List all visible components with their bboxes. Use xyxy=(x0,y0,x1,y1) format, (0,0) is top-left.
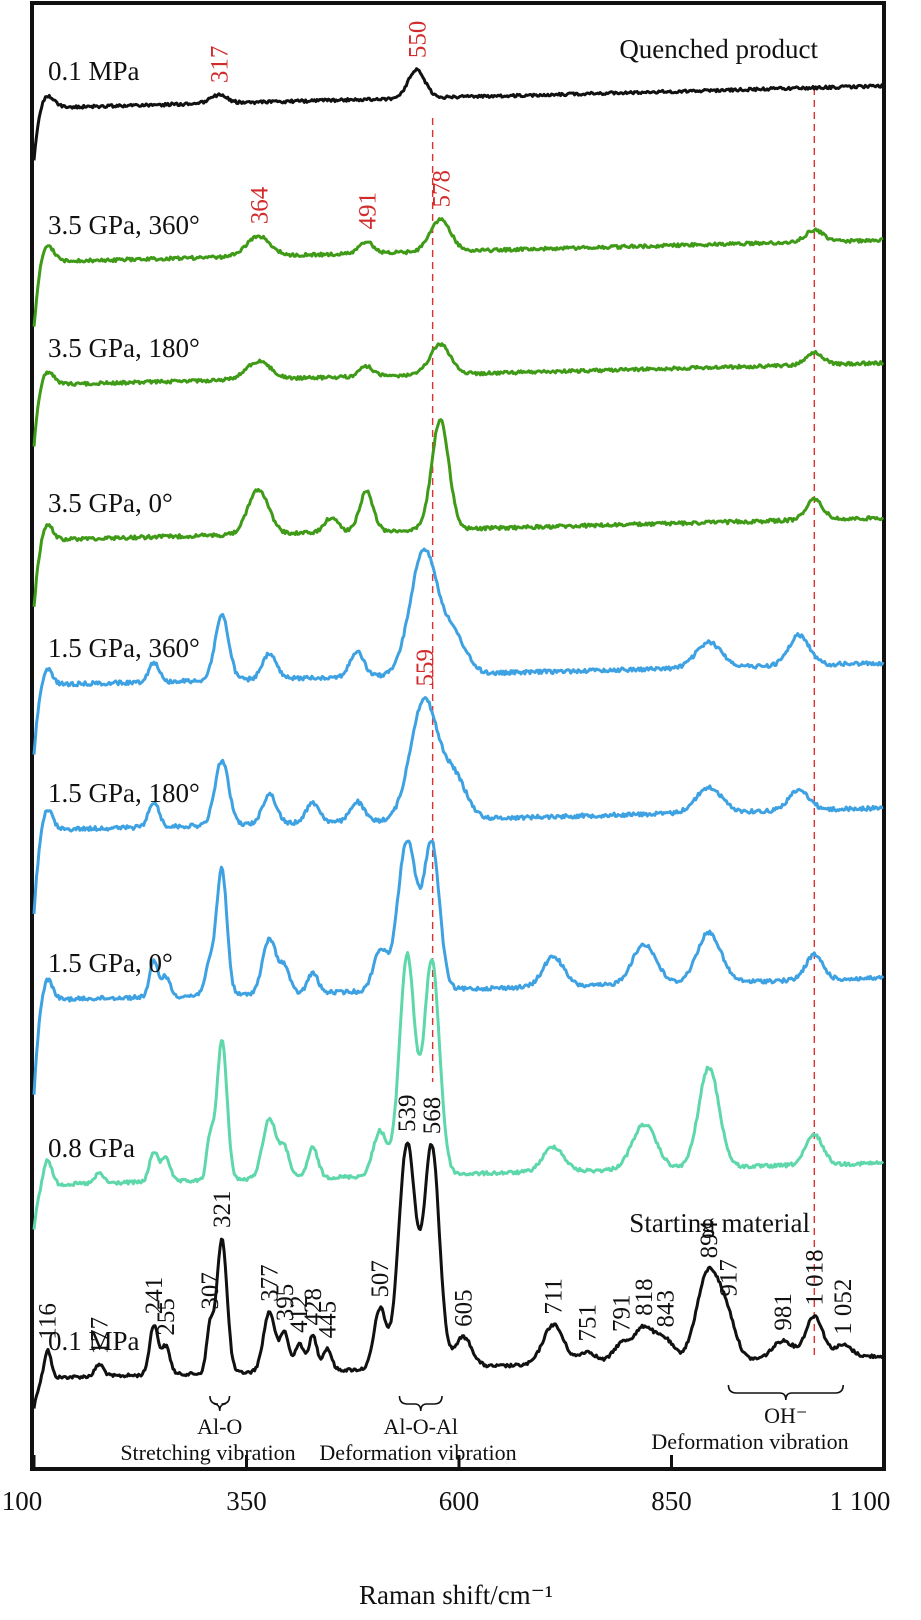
peak-label: 445 xyxy=(314,1301,341,1339)
x-tick-label: 1 100 xyxy=(830,1486,891,1516)
peak-label: 177 xyxy=(87,1317,114,1355)
annotation-starting-material: Starting material xyxy=(629,1208,810,1238)
peak-label: 428 xyxy=(300,1288,327,1326)
peak-label-red: 364 xyxy=(246,186,273,224)
series-label: 0.1 MPa xyxy=(48,1326,140,1356)
band-label: Stretching vibration xyxy=(120,1440,295,1465)
peak-label-red: 550 xyxy=(405,21,432,59)
band-label: Deformation vibration xyxy=(651,1429,848,1454)
peak-label-red: 491 xyxy=(354,192,381,230)
band-label: Deformation vibration xyxy=(319,1440,516,1465)
series-label: 3.5 GPa, 0° xyxy=(48,488,173,518)
peak-label: 255 xyxy=(153,1298,180,1336)
x-tick-label: 850 xyxy=(651,1486,692,1516)
x-tick-label: 100 xyxy=(2,1486,43,1516)
peak-label: 711 xyxy=(540,1278,567,1315)
peak-label: 981 xyxy=(770,1293,797,1331)
peak-label: 568 xyxy=(419,1097,446,1135)
peak-label: 818 xyxy=(631,1278,658,1316)
peak-labels: 116 1772412553073213773954124284455075395… xyxy=(35,21,858,1355)
series-line-s0 xyxy=(32,1141,884,1409)
x-axis-label: Raman shift/cm⁻¹ xyxy=(359,1580,553,1610)
series-label: 0.1 MPa xyxy=(48,56,140,86)
peak-label-red: 317 xyxy=(206,46,233,84)
series-label: 1.5 GPa, 0° xyxy=(48,948,173,978)
series-line-s2 xyxy=(32,839,885,1095)
peak-label: 412 xyxy=(286,1295,313,1333)
x-axis: 100 350 600 850 1 100 xyxy=(2,1455,891,1516)
peak-label: 894 xyxy=(696,1220,723,1258)
peak-label: 241 xyxy=(141,1277,168,1315)
annotation-quenched-product: Quenched product xyxy=(619,34,818,64)
series-line-s8 xyxy=(32,67,885,161)
series-label: 3.5 GPa, 360° xyxy=(48,210,200,240)
peak-label: 791 xyxy=(608,1294,635,1332)
band-label: Al-O-Al xyxy=(383,1414,458,1439)
x-tick-label: 600 xyxy=(439,1486,480,1516)
band-brace xyxy=(727,1384,844,1401)
peak-label: 539 xyxy=(394,1095,421,1133)
peak-label: 116 xyxy=(35,1303,62,1340)
band-label: Al-O xyxy=(197,1414,242,1439)
peak-label: 307 xyxy=(197,1272,224,1310)
series-label: 1.5 GPa, 360° xyxy=(48,633,200,663)
band-brace xyxy=(398,1395,443,1412)
series-line-s1 xyxy=(32,951,885,1230)
x-tick-label: 350 xyxy=(226,1486,267,1516)
series-labels: 0.1 MPa 0.8 GPa 1.5 GPa, 0° 1.5 GPa, 180° 1.… xyxy=(48,56,200,1356)
peak-label: 605 xyxy=(450,1289,477,1327)
series-label: 1.5 GPa, 180° xyxy=(48,778,200,808)
peak-label-red: 578 xyxy=(428,170,455,208)
peak-label-red: 559 xyxy=(412,649,439,687)
band-brace xyxy=(209,1395,231,1412)
series-line-s4 xyxy=(32,547,885,755)
series-line-s7 xyxy=(32,217,884,327)
peak-label: 507 xyxy=(367,1260,394,1298)
series-label: 0.8 GPa xyxy=(48,1133,135,1163)
series-label: 3.5 GPa, 180° xyxy=(48,333,200,363)
series-line-s6 xyxy=(32,342,885,447)
peak-label: 1 052 xyxy=(830,1279,857,1335)
peak-label: 843 xyxy=(653,1290,680,1328)
peak-label: 1 018 xyxy=(801,1249,828,1305)
series-line-s5 xyxy=(32,418,885,607)
spectra xyxy=(32,67,885,1409)
peak-label: 917 xyxy=(715,1259,742,1297)
peak-label: 751 xyxy=(574,1304,601,1342)
peak-label: 395 xyxy=(272,1284,299,1322)
peak-label: 377 xyxy=(257,1264,284,1302)
reference-lines xyxy=(431,88,815,1360)
peak-label: 321 xyxy=(209,1190,236,1228)
band-label: OH⁻ xyxy=(764,1403,807,1428)
series-line-s3 xyxy=(32,696,884,914)
